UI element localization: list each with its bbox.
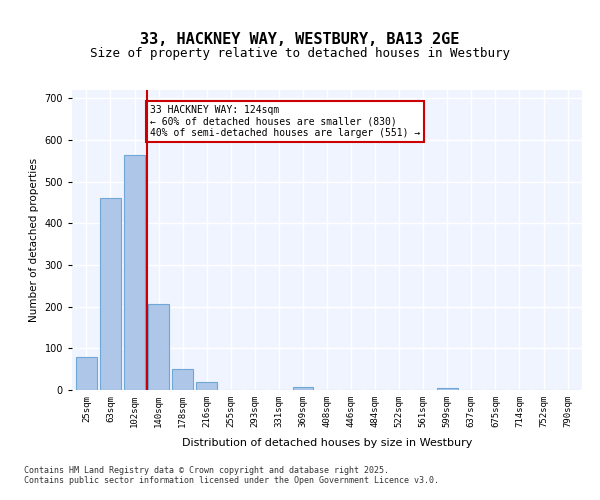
Bar bbox=[172, 369, 193, 390]
Y-axis label: Number of detached properties: Number of detached properties bbox=[29, 158, 39, 322]
Bar bbox=[76, 356, 97, 390]
Bar bbox=[293, 387, 313, 390]
Bar bbox=[124, 154, 145, 390]
Bar bbox=[437, 388, 458, 390]
Text: Size of property relative to detached houses in Westbury: Size of property relative to detached ho… bbox=[90, 48, 510, 60]
X-axis label: Distribution of detached houses by size in Westbury: Distribution of detached houses by size … bbox=[182, 438, 472, 448]
Bar bbox=[148, 304, 169, 390]
Text: Contains HM Land Registry data © Crown copyright and database right 2025.
Contai: Contains HM Land Registry data © Crown c… bbox=[24, 466, 439, 485]
Bar bbox=[100, 198, 121, 390]
Text: 33 HACKNEY WAY: 124sqm
← 60% of detached houses are smaller (830)
40% of semi-de: 33 HACKNEY WAY: 124sqm ← 60% of detached… bbox=[150, 105, 421, 138]
Bar bbox=[196, 382, 217, 390]
Text: 33, HACKNEY WAY, WESTBURY, BA13 2GE: 33, HACKNEY WAY, WESTBURY, BA13 2GE bbox=[140, 32, 460, 48]
